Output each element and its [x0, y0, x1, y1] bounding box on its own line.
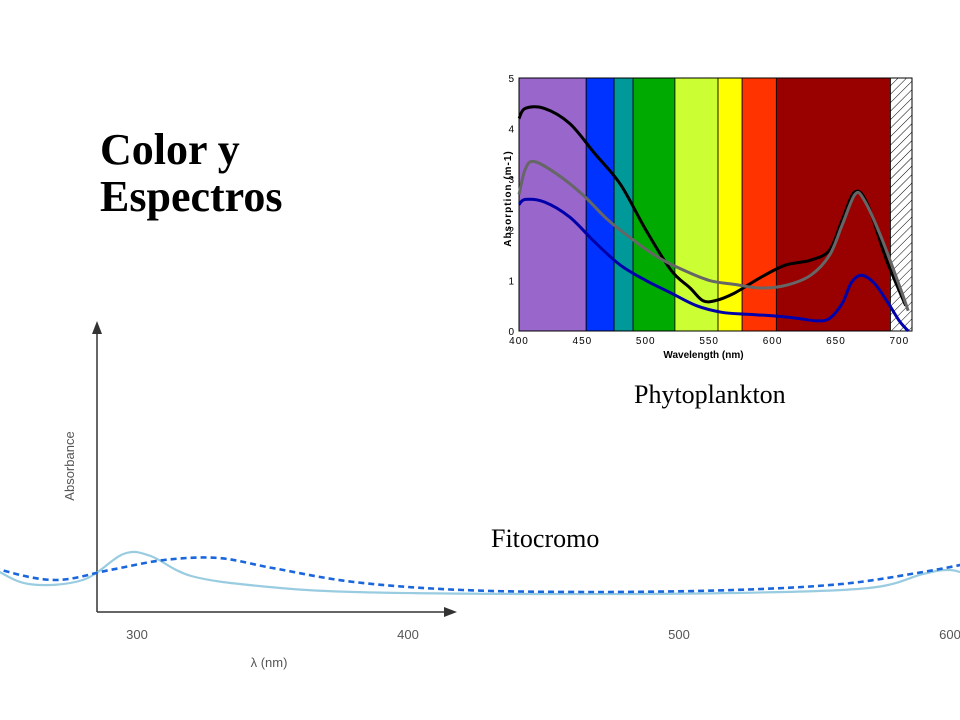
x-tick-label: 300: [126, 627, 148, 642]
x-axis-label: λ (nm): [251, 655, 288, 670]
x-tick-label: 400: [509, 336, 529, 347]
x-tick-label: 500: [668, 627, 690, 642]
title-line-1: Color y: [100, 125, 240, 174]
y-tick-label: 0: [508, 327, 514, 338]
y-axis-arrow: [92, 321, 102, 334]
absorption-line-1: [517, 105, 908, 307]
x-tick-label: 600: [939, 627, 960, 642]
y-axis-label: Absorbance: [62, 431, 77, 500]
x-axis-arrow: [444, 607, 457, 617]
x-tick-label: 550: [699, 336, 719, 347]
x-tick-label: 500: [636, 336, 656, 347]
x-tick-label: 450: [573, 336, 593, 347]
y-tick-label: 1: [508, 276, 514, 287]
absorption-line-2: [517, 159, 910, 312]
absorbance-line-2: [0, 556, 960, 594]
absorbance-line-1: [0, 550, 960, 596]
y-tick-label: 3: [508, 175, 514, 186]
y-tick-label: 2: [508, 226, 514, 237]
y-tick-label: 4: [508, 125, 514, 136]
x-tick-label: 600: [763, 336, 783, 347]
fitocromo-caption: Fitocromo: [491, 524, 600, 553]
y-tick-label: 5: [508, 74, 514, 85]
title-line-2: Espectros: [100, 172, 283, 221]
slide-title: Color y Espectros: [100, 126, 283, 220]
y-axis-label: Absorption (m-1): [503, 150, 514, 247]
x-tick-label: 400: [397, 627, 419, 642]
x-tick-label: 650: [826, 336, 846, 347]
x-axis-label: Wavelength (nm): [663, 350, 743, 361]
absorption-line-3: [517, 197, 910, 333]
x-tick-label: 700: [889, 336, 909, 347]
phytoplankton-caption: Phytoplankton: [634, 380, 786, 409]
